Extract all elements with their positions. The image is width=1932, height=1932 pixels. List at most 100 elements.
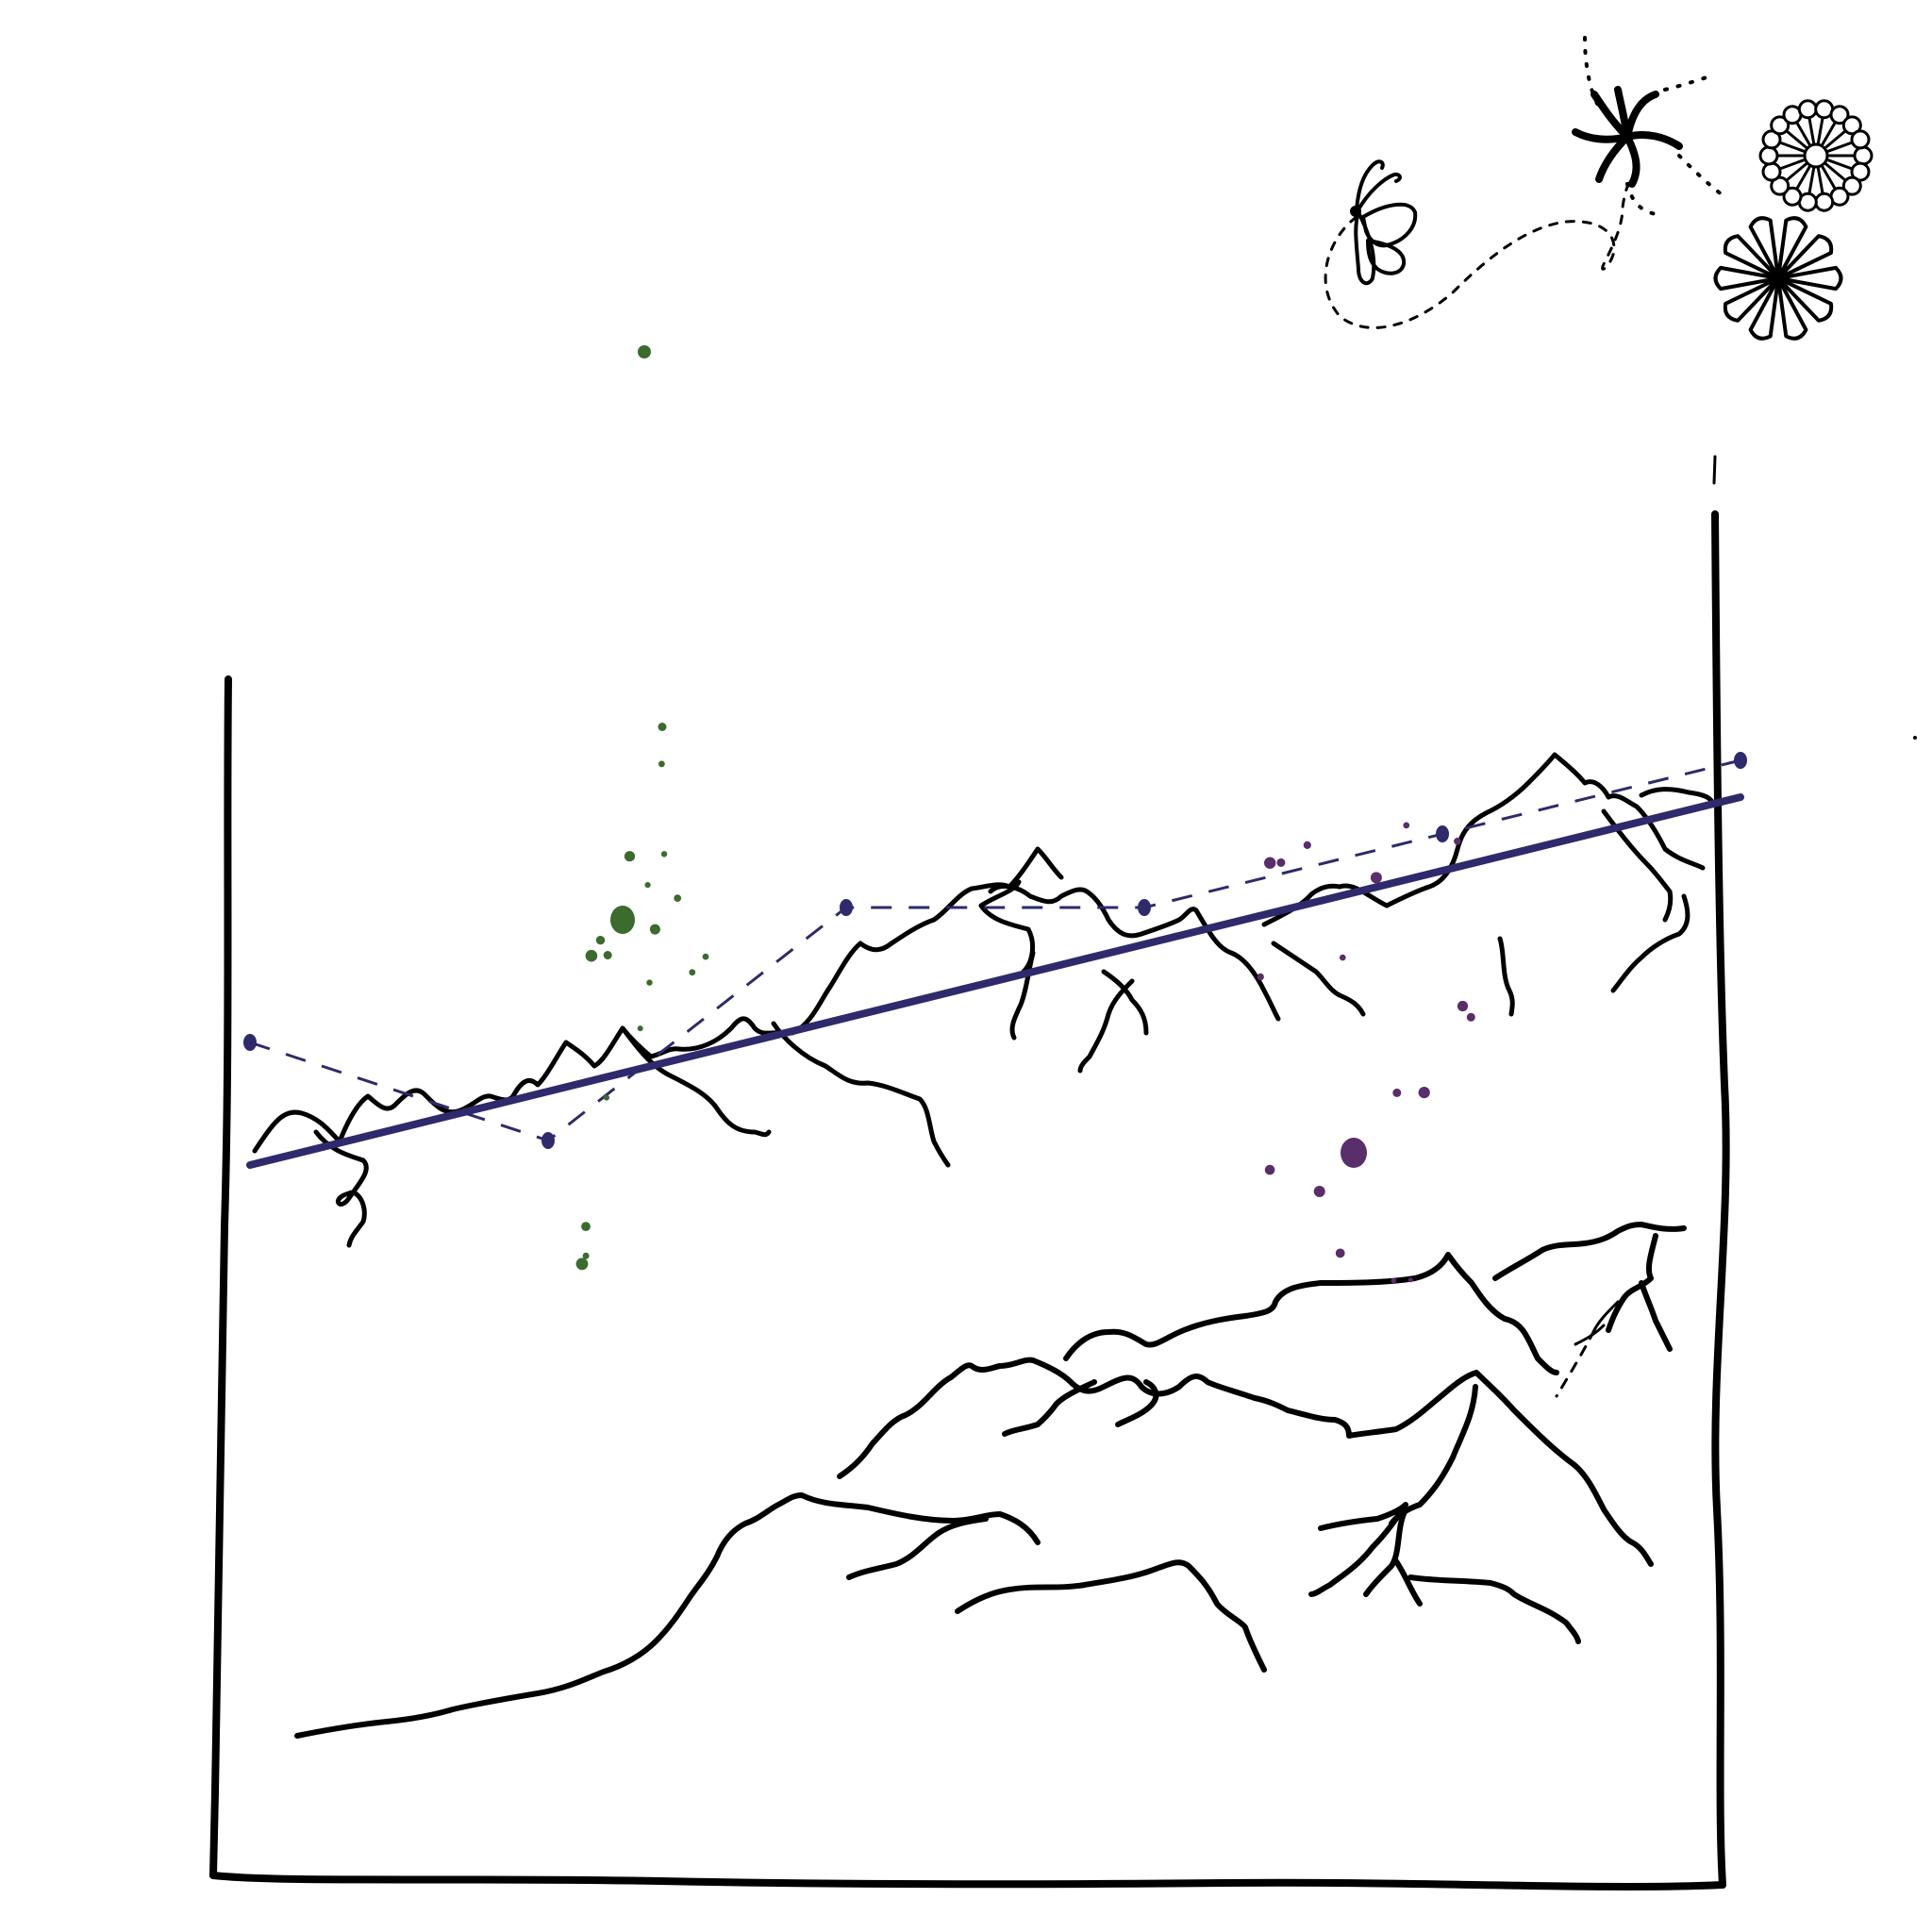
daisy-petal-tip [1829, 105, 1850, 125]
scatter-point [638, 345, 651, 358]
lower-branch-right [1606, 1233, 1658, 1333]
lower-ridge-front [294, 1492, 1041, 1739]
lower-ridge-middle-fold-2 [1115, 1379, 1159, 1427]
spiral-flower-dots [1583, 36, 1728, 217]
scatter-point [1407, 1277, 1413, 1283]
lower-branch-center-3 [1393, 1558, 1423, 1607]
lower-ridge-middle-fold [1002, 1379, 1097, 1437]
daisy-petal-tip [1782, 186, 1803, 207]
spiral-flower-icon [1572, 86, 1683, 188]
butterfly-icon [1350, 159, 1418, 286]
lower-branch-right-dashed [1555, 1328, 1596, 1398]
scatter-point [1418, 1087, 1430, 1099]
scatter-point [603, 951, 612, 959]
lower-branch-center-2 [1363, 1507, 1408, 1597]
scatter-point [603, 1094, 610, 1101]
upper-branch-3 [771, 1021, 951, 1168]
frame-left-edge [209, 675, 232, 1879]
stray-dot [1913, 736, 1917, 740]
scatter-point [1264, 1164, 1275, 1175]
daisy-petal-tip [1850, 161, 1871, 182]
scatter-point-large [1341, 1138, 1367, 1168]
lower-ridge-middle [837, 1357, 1654, 1567]
daisy-petal-tip [1758, 145, 1779, 166]
scatter-point [1370, 872, 1382, 884]
scatter-point [1303, 841, 1311, 850]
lower-ridge-front-right [955, 1559, 1267, 1673]
upper-branch-7 [1077, 978, 1135, 1074]
lower-ridge-front-inner [846, 1516, 989, 1580]
upper-branch-9 [1497, 936, 1515, 1017]
upper-ridge-center [988, 884, 1281, 1022]
dashed-series-marker [1436, 825, 1449, 842]
daisy-petal-tip [1841, 175, 1862, 196]
frame-right-top-stroke [1712, 455, 1717, 485]
frame-bottom-edge [209, 1872, 1726, 1890]
scatter-point [1454, 838, 1461, 845]
scatter-point [637, 1025, 643, 1032]
scatter-point [1466, 1012, 1475, 1022]
scatter-point [595, 936, 606, 945]
lower-branch-right-2 [1639, 1280, 1673, 1352]
scatter-point [646, 979, 653, 986]
trend-line [246, 793, 1744, 1169]
petal-flower-petal [1723, 276, 1780, 323]
scatter-point [1313, 1186, 1325, 1197]
scatter-point [674, 894, 682, 902]
scatter-point [658, 760, 665, 768]
dashed-series-line [249, 758, 1741, 1142]
petal-flower-petal [1748, 276, 1780, 341]
scatter-point [658, 723, 667, 731]
petal-flower-petal [1776, 216, 1808, 280]
petal-flower-center [1772, 272, 1785, 285]
scatter-point [1457, 1000, 1469, 1012]
daisy-icon [1758, 99, 1874, 212]
scatter-point [660, 851, 668, 858]
plot-layer [243, 345, 1747, 1284]
petal-flower-petal [1776, 234, 1834, 280]
scatter-point [624, 851, 636, 862]
petal-flower-petal [1776, 276, 1808, 341]
scatter-point [702, 953, 709, 960]
petal-flower-petal [1723, 234, 1780, 280]
daisy-petal-tip [1850, 129, 1871, 150]
scatter-point [649, 924, 660, 935]
lower-mountain-range [294, 1222, 1687, 1739]
upper-ridge-right [1261, 752, 1706, 927]
upper-branch-10 [1601, 808, 1674, 923]
daisy-petal-tip [1761, 129, 1782, 150]
scatter-point [585, 949, 598, 962]
upper-ridge-left [252, 846, 1064, 1154]
upper-ridge-right-top [1639, 787, 1715, 805]
petal-flower-petal [1776, 276, 1834, 323]
lower-ridge-back-right [1492, 1222, 1687, 1281]
petal-flower-icon [1713, 216, 1843, 341]
dashed-series-marker [1138, 899, 1151, 916]
scatter-point [575, 1257, 589, 1271]
scatter-point [581, 1222, 591, 1231]
scatter-point [1391, 1277, 1397, 1284]
scatter-point [1335, 1248, 1345, 1258]
lower-branch-center-4 [1407, 1574, 1581, 1644]
upper-branch-8 [1271, 941, 1366, 1017]
scatter-point [689, 969, 696, 976]
frame [209, 455, 1730, 1890]
petal-flower-petal [1748, 216, 1780, 280]
scatter-point [1392, 1088, 1402, 1097]
daisy-petal-tip [1761, 161, 1782, 182]
upper-branch-5 [978, 879, 1036, 974]
upper-mountain-range [252, 752, 1715, 1248]
frame-right-edge [1711, 510, 1730, 1889]
scatter-point [1257, 973, 1264, 981]
daisy-petal-tip [1853, 145, 1874, 166]
scatter-point-large [610, 906, 635, 934]
scatter-point [582, 1252, 590, 1259]
petal-flower-petal [1776, 265, 1843, 291]
doodles [1324, 36, 1917, 740]
butterfly-trail [1324, 177, 1634, 329]
scatter-point [1276, 858, 1286, 867]
scatter-point [1403, 822, 1410, 829]
daisy-petal-tip [1841, 115, 1862, 136]
upper-branch-1 [313, 1129, 369, 1248]
